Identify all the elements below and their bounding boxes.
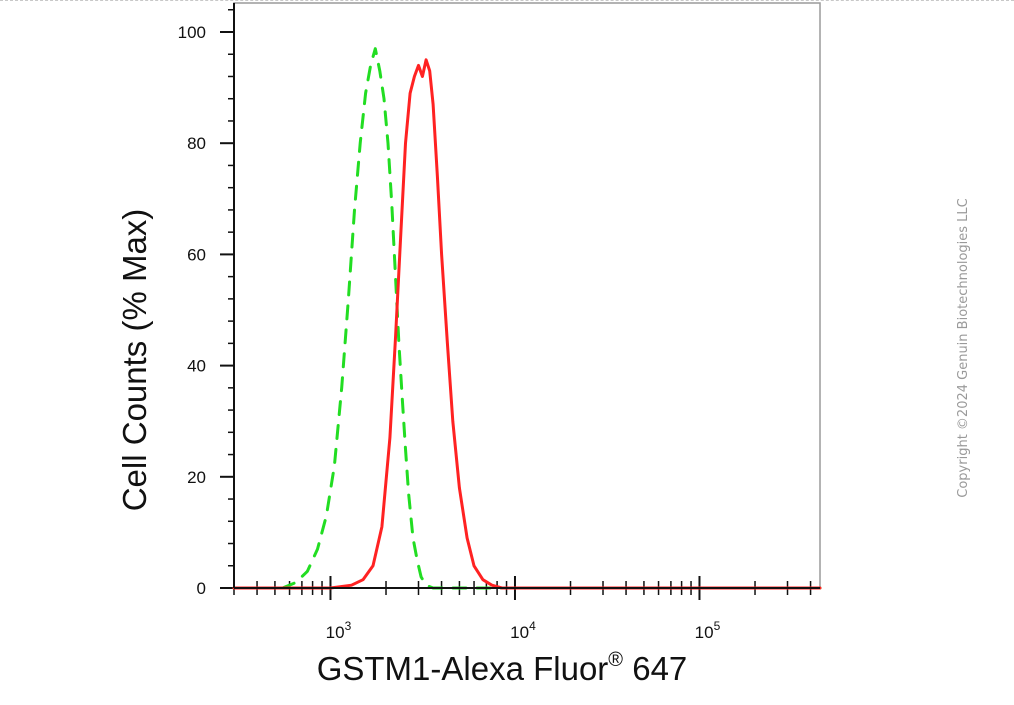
sample-curve bbox=[232, 58, 822, 590]
x-axis-label-registered: ® bbox=[608, 649, 623, 671]
x-tick-label: 105 bbox=[695, 619, 721, 642]
ticks-layer: 0 20 40 60 80 100 103 104 105 bbox=[178, 9, 812, 642]
top-dashed-border bbox=[0, 0, 1014, 1]
x-tick-label: 104 bbox=[510, 619, 536, 642]
y-tick-label: 60 bbox=[187, 245, 206, 264]
y-tick-label: 20 bbox=[187, 468, 206, 487]
plot-frame bbox=[233, 2, 821, 589]
x-axis-label: GSTM1-Alexa Fluor® 647 bbox=[317, 649, 688, 687]
copyright-watermark: Copyright ©2024 Genuin Biotechnologies L… bbox=[956, 198, 971, 497]
x-axis-label-main: GSTM1-Alexa Fluor bbox=[317, 650, 609, 687]
axis-lines bbox=[233, 3, 820, 589]
y-tick-label: 40 bbox=[187, 357, 206, 376]
isotype-control-curve bbox=[232, 47, 822, 590]
y-axis-label: Cell Counts (% Max) bbox=[116, 209, 153, 512]
y-tick-label: 80 bbox=[187, 134, 206, 153]
x-tick-label: 103 bbox=[326, 619, 352, 642]
series-layer bbox=[232, 47, 822, 590]
x-axis-label-suffix: 647 bbox=[623, 650, 687, 687]
y-tick-label: 0 bbox=[197, 579, 206, 598]
y-tick-label: 100 bbox=[178, 23, 206, 42]
